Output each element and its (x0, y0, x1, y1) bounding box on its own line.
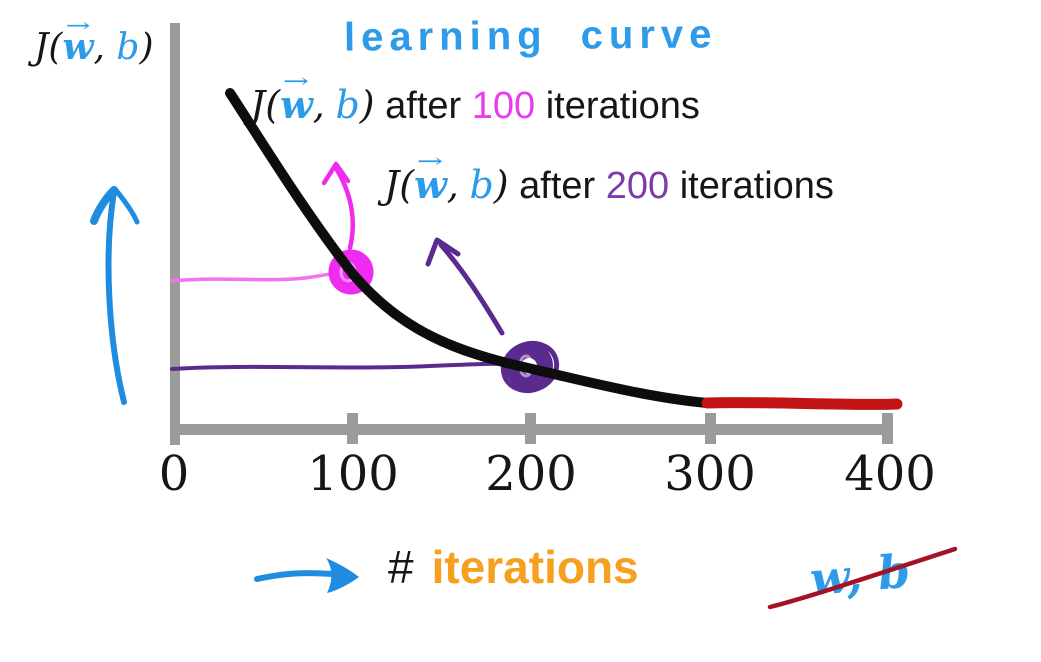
marker-scribble-100 (328, 249, 374, 295)
converged-curve-segment (701, 397, 903, 410)
y-axis-direction-arrow (90, 186, 140, 405)
paren-close: ) (139, 27, 154, 68)
x-axis-title: # iterations (388, 540, 639, 594)
cost-curve (225, 88, 712, 408)
x-axis-line (170, 424, 888, 435)
vector-arrow-icon: → (65, 13, 91, 37)
x-tick-200 (525, 413, 536, 444)
comma: , (312, 83, 325, 127)
paren-close: ) (359, 83, 375, 127)
y-axis-line (170, 23, 180, 445)
b-param: b (116, 27, 140, 68)
iteration-count-100: 100 (471, 85, 536, 127)
b-param: b (469, 163, 494, 207)
pink-up-arrow (321, 161, 355, 251)
x-tick-label-100: 100 (307, 446, 399, 502)
iteration-count-200: 200 (605, 165, 670, 207)
annotation-after-200: J(→ w, b) after 200 iterations (384, 149, 834, 210)
pink-level-line-100 (170, 270, 346, 283)
j-open: J( (250, 83, 281, 127)
x-axis-direction-arrow (254, 558, 359, 593)
paren-close: ) (493, 163, 509, 207)
vector-w: → w (62, 13, 94, 68)
x-tick-label-200: 200 (485, 446, 577, 502)
x-tick-label-400: 400 (844, 446, 936, 502)
j-open: J( (34, 27, 63, 68)
vector-w: → w (414, 149, 447, 207)
hash-symbol: # (388, 541, 414, 593)
marker-scribble-200 (500, 340, 560, 394)
iterations-word: iterations (535, 85, 700, 127)
crossed-out-wb: w, b (807, 543, 913, 607)
annotation-after-100: J(→ w, b) after 100 iterations (250, 69, 700, 130)
vector-arrow-icon: → (283, 69, 310, 94)
purple-up-arrow (425, 237, 505, 336)
comma: , (446, 163, 459, 207)
j-open: J( (384, 163, 415, 207)
iterations-word: iterations (669, 165, 834, 207)
x-tick-label-300: 300 (664, 446, 756, 502)
vector-w: → w (280, 69, 313, 127)
after-word: after (374, 85, 472, 127)
chart-title: learning curve (343, 12, 718, 60)
b-param: b (335, 83, 360, 127)
iterations-word-orange: iterations (431, 541, 639, 593)
x-tick-100 (347, 413, 358, 444)
after-word: after (508, 165, 606, 207)
purple-level-line-200 (170, 361, 518, 371)
x-tick-400 (882, 413, 893, 444)
x-tick-label-0: 0 (158, 446, 190, 502)
vector-arrow-icon: → (417, 149, 444, 174)
x-tick-300 (705, 413, 716, 444)
comma: , (93, 27, 105, 68)
y-axis-label: J(→ w, b) (34, 13, 154, 69)
